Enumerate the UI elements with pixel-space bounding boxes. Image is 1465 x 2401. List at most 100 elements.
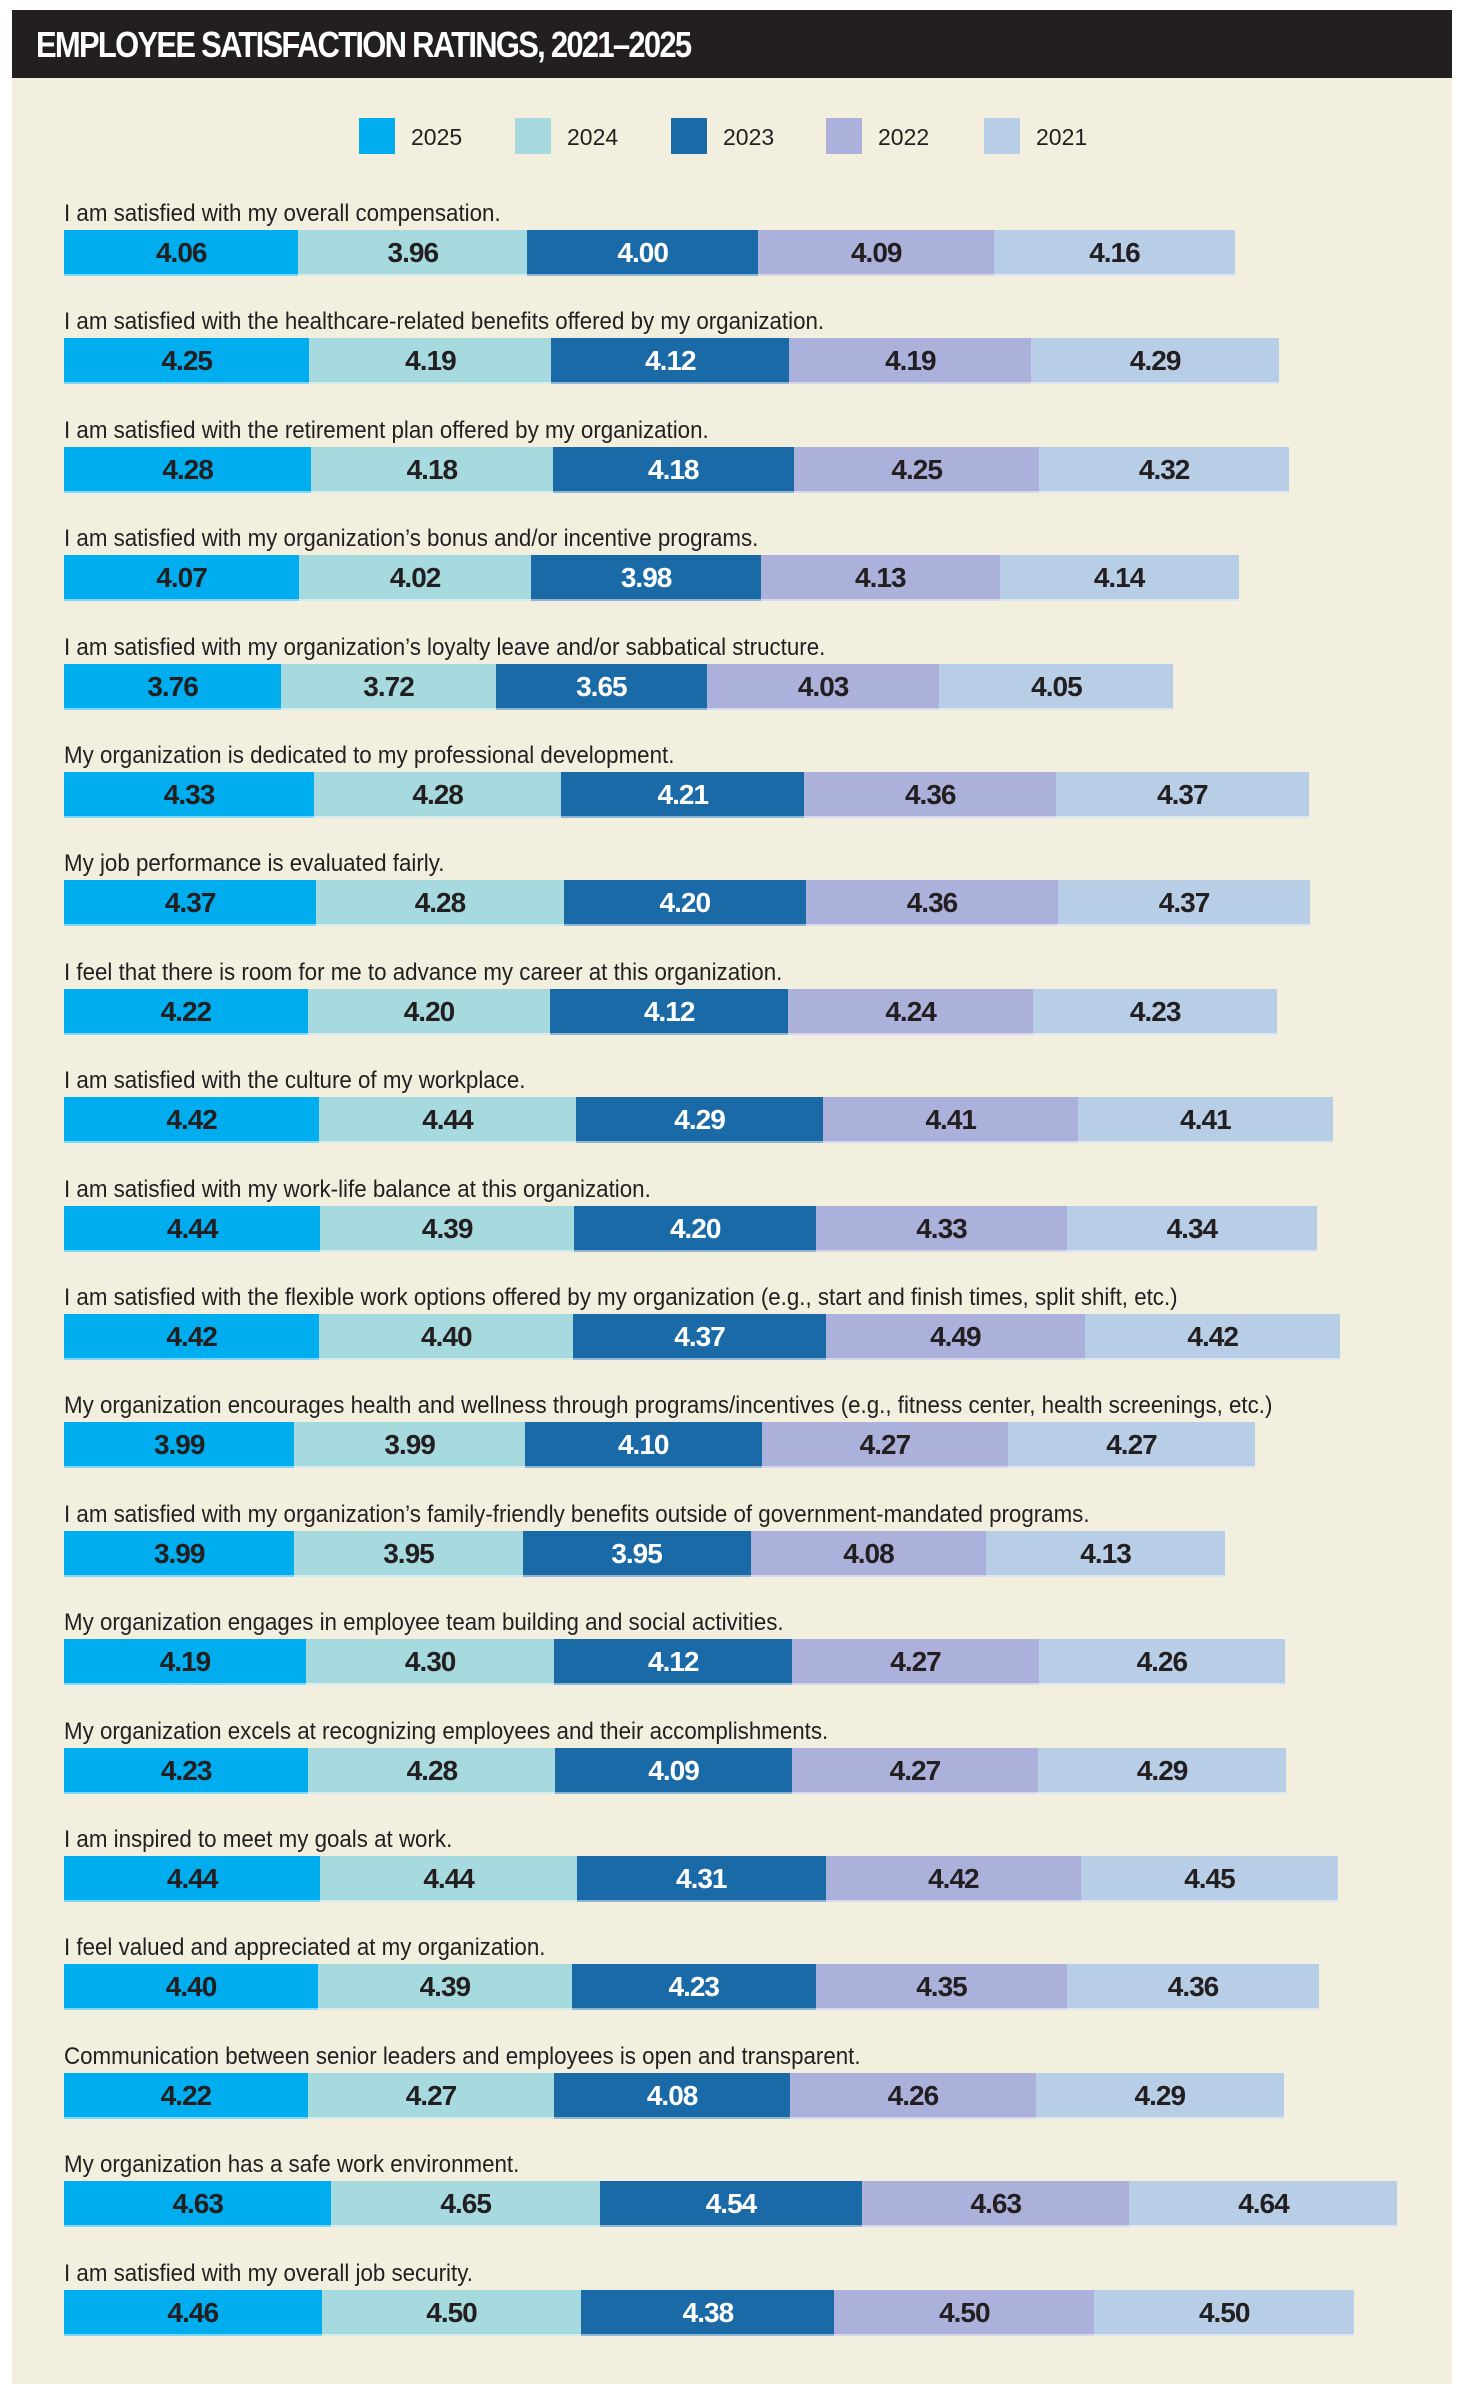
value-label: 4.28 <box>406 1754 459 1786</box>
bar-segment-2023: 4.12 <box>551 338 790 385</box>
bar-segment-2023: 3.95 <box>522 1530 751 1577</box>
bar-segment-2023: 4.31 <box>576 1856 826 1902</box>
value-label: 4.19 <box>405 345 456 377</box>
bar-segment-2025: 4.19 <box>64 1639 306 1686</box>
bar-segment-2023: 4.12 <box>550 988 789 1035</box>
value-label: 4.16 <box>1089 237 1141 268</box>
value-label: 4.19 <box>159 1646 211 1678</box>
legend-swatch <box>826 118 862 154</box>
value-label: 4.36 <box>904 779 956 810</box>
bar-segment-2023: 3.98 <box>531 555 762 602</box>
category-label: I am satisfied with my organization’s fa… <box>64 1500 1090 1528</box>
bar-segment-2021: 4.29 <box>1038 1747 1286 1794</box>
bar-segment-2024: 4.40 <box>319 1314 574 1360</box>
category-label: I am satisfied with my overall job secur… <box>64 2259 473 2287</box>
value-label: 4.07 <box>156 562 208 594</box>
bar-segment-2024: 3.72 <box>281 663 496 710</box>
category-label: My organization has a safe work environm… <box>64 2151 520 2179</box>
value-label: 4.65 <box>440 2188 491 2220</box>
bar-segment-2022: 4.35 <box>815 1964 1068 2011</box>
category-label: I feel that there is room for me to adva… <box>64 958 783 986</box>
bar-segment-2023: 4.38 <box>581 2289 835 2336</box>
value-label: 4.08 <box>646 2079 698 2111</box>
bar-segment-2023: 4.20 <box>563 880 807 927</box>
chart-row: I am satisfied with my overall job secur… <box>64 2260 1444 2360</box>
bar-segment-2022: 4.36 <box>804 772 1057 818</box>
value-label: 3.95 <box>611 1537 663 1569</box>
bar-segment-2024: 4.44 <box>319 1097 576 1144</box>
value-label: 4.26 <box>1136 1646 1189 1678</box>
value-label: 4.24 <box>885 995 936 1027</box>
chart-header: EMPLOYEE SATISFACTION RATINGS, 2021–2025 <box>12 10 1452 78</box>
value-label: 4.12 <box>645 345 696 377</box>
value-label: 4.30 <box>404 1646 457 1678</box>
value-label: 4.37 <box>674 1321 726 1352</box>
value-label: 4.25 <box>891 453 943 485</box>
chart-row: I am satisfied with my organization’s lo… <box>64 634 1444 734</box>
bar-segment-2023: 4.37 <box>573 1314 826 1360</box>
legend: 2025 2024 2023 2022 2021 <box>12 118 1452 158</box>
bar-segment-2022: 4.50 <box>834 2289 1095 2336</box>
bar-segment-2022: 4.26 <box>789 2072 1036 2119</box>
legend-label: 2025 <box>411 124 463 150</box>
bar-segment-2024: 3.96 <box>298 230 528 276</box>
category-label: My organization engages in employee team… <box>64 1609 784 1637</box>
bar-segment-2025: 4.63 <box>64 2181 332 2228</box>
value-label: 4.50 <box>426 2296 477 2328</box>
bar-segment-2024: 4.19 <box>309 338 552 385</box>
value-label: 4.08 <box>843 1537 894 1569</box>
legend-swatch <box>515 118 551 154</box>
bar-segment-2022: 4.27 <box>792 1639 1039 1686</box>
category-label: My organization encourages health and we… <box>64 1392 1273 1420</box>
value-label: 4.33 <box>916 1212 968 1244</box>
bar-segment-2025: 4.40 <box>64 1964 319 2011</box>
category-label: I am satisfied with my organization’s lo… <box>64 633 826 661</box>
value-label: 4.23 <box>668 1971 721 2003</box>
bar-segment-2021: 4.26 <box>1038 1639 1285 1686</box>
bar-segment-2024: 4.02 <box>299 555 532 602</box>
value-label: 4.20 <box>659 887 711 919</box>
bar-segment-2022: 4.33 <box>816 1205 1067 1252</box>
bar-segment-2022: 4.25 <box>793 446 1040 493</box>
value-label: 4.28 <box>414 887 467 919</box>
bar-segment-2021: 4.13 <box>986 1530 1225 1577</box>
bar-segment-2024: 4.28 <box>308 1747 556 1794</box>
bar-segment-2023: 4.08 <box>554 2072 790 2119</box>
legend-label: 2021 <box>1036 124 1088 150</box>
value-label: 4.31 <box>676 1863 727 1894</box>
value-label: 4.37 <box>1158 887 1211 919</box>
legend-label: 2023 <box>723 124 775 150</box>
value-label: 4.33 <box>163 779 216 810</box>
value-label: 4.42 <box>928 1863 980 1894</box>
value-label: 4.25 <box>161 345 213 377</box>
value-label: 4.22 <box>160 2079 212 2111</box>
value-label: 4.45 <box>1184 1863 1235 1894</box>
chart-row: I am satisfied with the culture of my wo… <box>64 1067 1444 1167</box>
bar-segment-2025: 4.06 <box>64 230 299 276</box>
category-label: My organization excels at recognizing em… <box>64 1717 829 1745</box>
chart-row: My organization is dedicated to my profe… <box>64 742 1444 842</box>
bar-segment-2025: 3.99 <box>64 1422 295 1469</box>
value-label: 4.29 <box>1134 2079 1186 2111</box>
value-label: 4.39 <box>419 1971 471 2003</box>
value-label: 4.63 <box>970 2188 1023 2220</box>
chart-row: My organization has a safe work environm… <box>64 2151 1444 2251</box>
bar-segment-2024: 4.50 <box>321 2289 582 2336</box>
bar-segment-2023: 4.12 <box>554 1639 793 1686</box>
bar-segment-2022: 4.09 <box>758 230 995 276</box>
chart-row: I am satisfied with my overall compensat… <box>64 200 1444 300</box>
value-label: 4.54 <box>705 2188 758 2220</box>
bar-segment-2025: 4.46 <box>64 2289 322 2336</box>
bar-segment-2024: 4.28 <box>314 772 562 818</box>
value-label: 4.50 <box>939 2296 990 2328</box>
value-label: 4.37 <box>164 887 217 919</box>
bar-segment-2025: 4.44 <box>64 1205 321 1252</box>
bar-segment-2025: 4.07 <box>64 555 300 602</box>
value-label: 3.99 <box>153 1429 206 1461</box>
value-label: 4.09 <box>850 237 903 268</box>
bar-segment-2021: 4.23 <box>1033 988 1278 1035</box>
value-label: 4.12 <box>643 995 695 1027</box>
value-label: 4.27 <box>889 1754 941 1786</box>
category-label: I am satisfied with my overall compensat… <box>64 200 501 227</box>
chart-row: I am satisfied with my work-life balance… <box>64 1176 1444 1276</box>
